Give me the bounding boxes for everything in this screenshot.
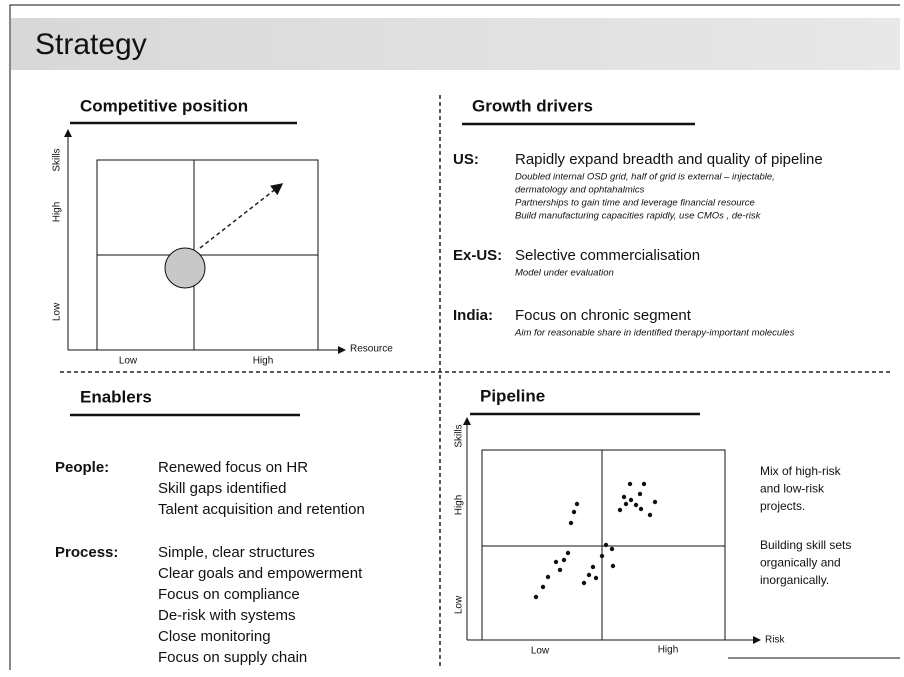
region-label: US: bbox=[453, 151, 479, 168]
group-label: Process: bbox=[55, 544, 118, 561]
driver-detail: Aim for reasonable share in identified t… bbox=[514, 328, 795, 339]
enabler-item: Clear goals and empowerment bbox=[158, 565, 363, 582]
axis-label: High bbox=[253, 356, 274, 367]
axis-label: Low bbox=[119, 356, 138, 367]
driver-headline: Focus on chronic segment bbox=[515, 307, 692, 324]
pipeline-note: Mix of high-risk bbox=[760, 464, 842, 478]
axis-label: Skills bbox=[52, 148, 63, 171]
driver-headline: Selective commercialisation bbox=[515, 247, 700, 264]
section-title: Enablers bbox=[80, 387, 152, 406]
axis-label: Low bbox=[52, 302, 63, 321]
driver-detail: Model under evaluation bbox=[515, 268, 614, 279]
enabler-item: De-risk with systems bbox=[158, 607, 296, 624]
axis-label: High bbox=[658, 645, 679, 656]
pipeline-note: organically and bbox=[760, 556, 841, 570]
enabler-item: Focus on compliance bbox=[158, 586, 300, 603]
enabler-item: Renewed focus on HR bbox=[158, 459, 308, 476]
enabler-item: Skill gaps identified bbox=[158, 480, 286, 497]
region-label: India: bbox=[453, 307, 493, 324]
pipeline-note: and low-risk bbox=[760, 482, 825, 496]
enabler-item: Focus on supply chain bbox=[158, 649, 307, 666]
region-label: Ex-US: bbox=[453, 247, 502, 264]
axis-label: Low bbox=[531, 646, 550, 657]
enabler-item: Close monitoring bbox=[158, 628, 271, 645]
enabler-item: Simple, clear structures bbox=[158, 544, 315, 561]
enabler-item: Talent acquisition and retention bbox=[158, 501, 365, 518]
axis-label: Low bbox=[454, 595, 465, 614]
driver-headline: Rapidly expand breadth and quality of pi… bbox=[515, 151, 823, 168]
group-label: People: bbox=[55, 459, 109, 476]
axis-label: Resource bbox=[350, 344, 393, 355]
driver-detail: Doubled internal OSD grid, half of grid … bbox=[515, 172, 775, 183]
project-dots bbox=[533, 481, 658, 600]
driver-detail: Build manufacturing capacities rapidly, … bbox=[515, 211, 762, 222]
driver-detail: Partnerships to gain time and leverage f… bbox=[515, 198, 755, 209]
title-bar bbox=[11, 18, 900, 70]
slide-title: Strategy bbox=[35, 28, 147, 61]
driver-detail: dermatology and ophtahalmics bbox=[515, 185, 645, 196]
axis-label: Risk bbox=[765, 635, 785, 646]
pipeline-note: projects. bbox=[760, 499, 805, 513]
axis-label: High bbox=[454, 495, 465, 516]
axis-label: High bbox=[52, 202, 63, 223]
direction-arrow bbox=[199, 183, 284, 249]
axis-label: Skills bbox=[454, 424, 465, 447]
section-title: Competitive position bbox=[80, 96, 248, 115]
pipeline-note: Building skill sets bbox=[760, 538, 851, 552]
section-title: Pipeline bbox=[480, 386, 545, 405]
section-title: Growth drivers bbox=[472, 96, 593, 115]
position-circle bbox=[164, 247, 206, 289]
pipeline-note: inorganically. bbox=[760, 573, 829, 587]
frame bbox=[9, 4, 900, 670]
